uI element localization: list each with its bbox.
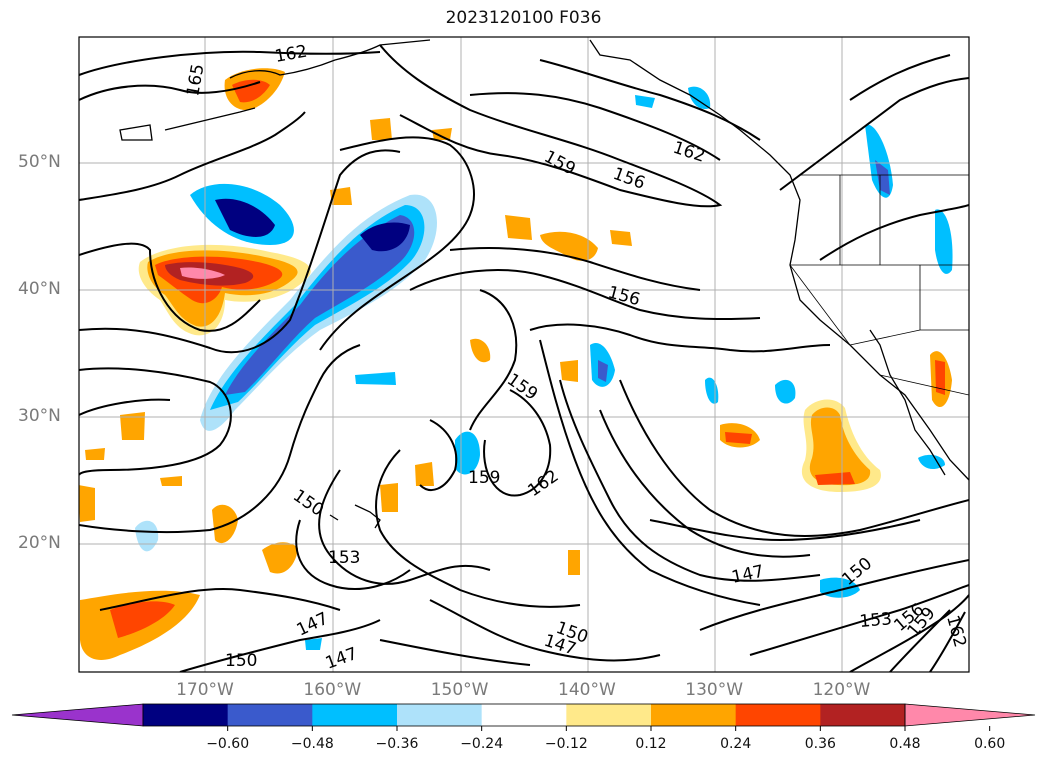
colorbar-swatch	[735, 704, 821, 726]
lon-label: 160°W	[303, 680, 362, 700]
colorbar-swatch	[481, 704, 567, 726]
colorbar-tick-label: −0.48	[290, 736, 334, 752]
lat-label: 40°N	[18, 279, 61, 299]
colorbar-tick-label: 0.12	[635, 736, 667, 752]
contour-label: 162	[273, 42, 308, 67]
state-borders	[789, 174, 969, 396]
contour-label: 159	[468, 468, 500, 488]
negative-anomaly-fills	[135, 86, 953, 650]
map-frame	[78, 36, 970, 673]
map-canvas: 162 165 159 156 162 156 159 159 162 150 …	[79, 37, 969, 674]
colorbar-tick-label: 0.60	[974, 736, 1006, 752]
positive-anomaly-fills	[79, 68, 952, 660]
colorbar-swatch	[312, 704, 398, 726]
contour-label: 147	[730, 562, 766, 588]
colorbar-tick-label: −0.60	[206, 736, 250, 752]
lat-label: 30°N	[18, 406, 61, 426]
contour-label: 153	[859, 609, 893, 632]
colorbar-swatch	[566, 704, 652, 726]
contour-label: 147	[323, 644, 360, 674]
colorbar-tick-label: 0.24	[720, 736, 752, 752]
lat-label: 20°N	[18, 533, 61, 553]
coastlines	[119, 39, 969, 529]
colorbar-swatch	[143, 704, 229, 726]
colorbar	[11, 703, 1036, 731]
colorbar-tick-label: 0.48	[889, 736, 921, 752]
lon-label: 170°W	[176, 680, 234, 700]
colorbar-tick-label: −0.24	[460, 736, 504, 752]
lon-label: 150°W	[430, 680, 489, 700]
colorbar-swatch	[651, 704, 737, 726]
colorbar-extend-min	[11, 703, 144, 727]
colorbar-extend-max	[904, 703, 1036, 727]
contour-label: 153	[328, 548, 360, 568]
lon-label: 130°W	[685, 680, 744, 700]
contour-label: 162	[524, 466, 562, 501]
contour-label: 150	[289, 486, 327, 521]
lon-label: 120°W	[812, 680, 871, 700]
colorbar-tick-label: −0.12	[544, 736, 588, 752]
graticule	[79, 37, 969, 672]
height-contours	[79, 44, 969, 672]
contour-label: 156	[606, 283, 643, 311]
contour-label: 159	[541, 147, 579, 180]
colorbar-tick-label: −0.36	[375, 736, 419, 752]
lon-label: 140°W	[558, 680, 616, 700]
contour-label: 150	[225, 651, 257, 671]
colorbar-swatch	[397, 704, 483, 726]
colorbar-tick-label: 0.36	[804, 736, 836, 752]
contour-label: 162	[670, 138, 707, 167]
colorbar-frame	[142, 703, 906, 727]
map-title: 2023120100 F036	[445, 8, 602, 28]
colorbar-swatch	[820, 704, 906, 726]
colorbar-swatch	[227, 704, 313, 726]
lat-label: 50°N	[18, 152, 61, 172]
